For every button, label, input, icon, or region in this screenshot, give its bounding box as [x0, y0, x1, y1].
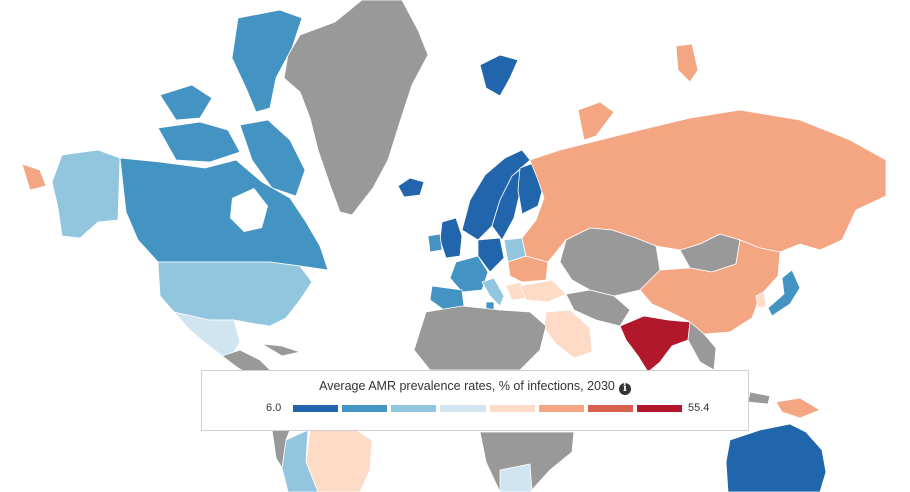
region-canada-islands-2[interactable]	[159, 84, 213, 121]
region-china[interactable]	[639, 239, 781, 335]
legend-swatch-3[interactable]	[391, 405, 437, 412]
legend-title-row: Average AMR prevalence rates, % of infec…	[202, 379, 748, 395]
region-indonesia[interactable]	[747, 391, 771, 405]
region-papua[interactable]	[775, 397, 821, 419]
legend-min-label: 6.0	[266, 402, 282, 414]
region-italy[interactable]	[481, 277, 505, 307]
region-greenland[interactable]	[283, 0, 429, 216]
region-baffin-island[interactable]	[239, 119, 306, 197]
region-canada-islands-3[interactable]	[157, 121, 241, 163]
legend-swatch-5[interactable]	[489, 405, 535, 412]
legend-swatch-1[interactable]	[293, 405, 339, 412]
legend-swatches	[293, 405, 682, 412]
region-canada[interactable]	[119, 157, 329, 271]
region-russia-arctic[interactable]	[675, 43, 699, 83]
legend-swatch-7[interactable]	[587, 405, 633, 412]
region-saudi-arabia[interactable]	[543, 309, 593, 359]
region-australia[interactable]	[725, 423, 827, 492]
region-alaska[interactable]	[51, 149, 121, 239]
region-novaya-zemlya[interactable]	[577, 101, 615, 141]
info-circle-icon[interactable]: i	[618, 383, 631, 395]
legend-swatch-4[interactable]	[440, 405, 486, 412]
region-south-africa[interactable]	[499, 463, 533, 492]
legend-swatch-2[interactable]	[342, 405, 388, 412]
legend-scale: 6.0 55.4	[202, 402, 748, 416]
region-korea[interactable]	[755, 291, 767, 309]
region-svalbard[interactable]	[479, 54, 519, 97]
map-legend: Average AMR prevalence rates, % of infec…	[201, 370, 749, 431]
region-turkey[interactable]	[519, 279, 567, 303]
region-brazil[interactable]	[305, 425, 373, 492]
region-ireland[interactable]	[427, 233, 443, 253]
region-japan[interactable]	[767, 269, 801, 317]
region-africa-north[interactable]	[413, 305, 547, 371]
legend-swatch-6[interactable]	[538, 405, 584, 412]
region-chukotka-west[interactable]	[21, 163, 47, 191]
region-united-kingdom[interactable]	[439, 217, 463, 259]
region-canada-islands[interactable]	[231, 9, 303, 113]
legend-swatch-8[interactable]	[636, 405, 682, 412]
region-iran-afghanistan[interactable]	[565, 289, 631, 327]
legend-max-label: 55.4	[688, 402, 710, 414]
region-iceland[interactable]	[397, 177, 425, 198]
legend-title: Average AMR prevalence rates, % of infec…	[319, 379, 615, 393]
region-india[interactable]	[619, 315, 691, 373]
region-cuba[interactable]	[261, 343, 301, 357]
region-germany[interactable]	[477, 237, 505, 273]
